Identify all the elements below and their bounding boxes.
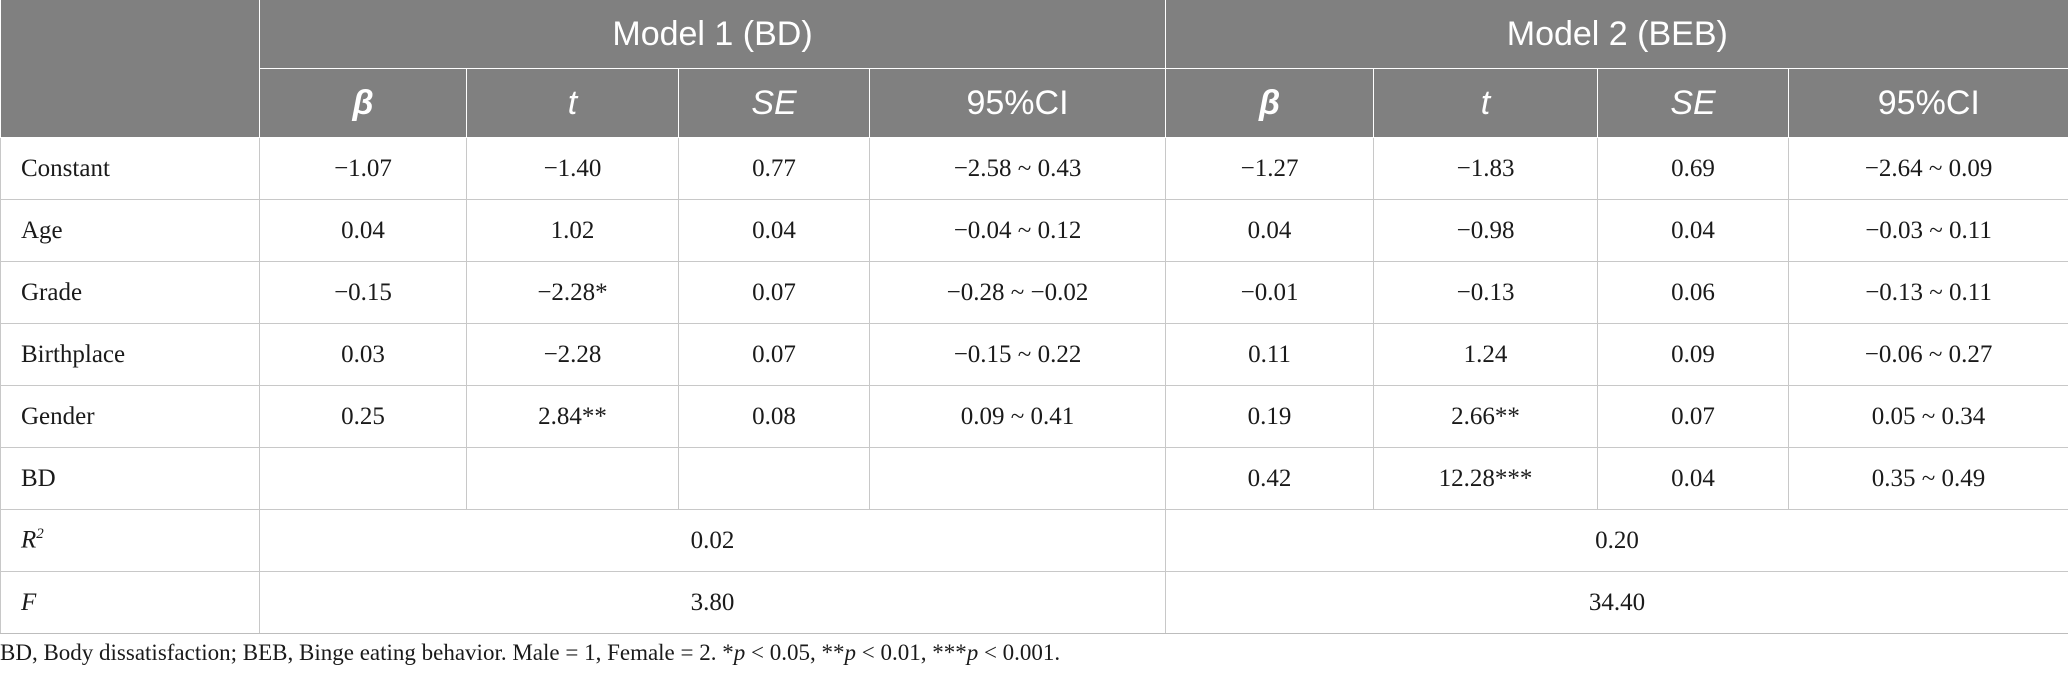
table-cell bbox=[466, 447, 679, 510]
table-cell: 0.11 bbox=[1165, 323, 1375, 386]
table-cell: 0.04 bbox=[259, 199, 467, 262]
table-cell: −0.15 ~ 0.22 bbox=[868, 323, 1167, 386]
table-cell: −1.40 bbox=[466, 137, 679, 200]
table-cell: 0.69 bbox=[1597, 137, 1790, 200]
col-header-ci: 95%CI bbox=[1788, 68, 2068, 138]
table-cell: 0.07 bbox=[678, 261, 870, 324]
table-cell: −1.83 bbox=[1373, 137, 1599, 200]
table-cell: 2.84** bbox=[466, 385, 679, 448]
table-cell bbox=[868, 447, 1167, 510]
table-cell: −0.03 ~ 0.11 bbox=[1788, 199, 2068, 262]
table-cell: 2.66** bbox=[1373, 385, 1599, 448]
table-cell: 0.03 bbox=[259, 323, 467, 386]
table-cell: 0.04 bbox=[678, 199, 870, 262]
table-cell: 12.28*** bbox=[1373, 447, 1599, 510]
col-header-se: SE bbox=[1597, 68, 1790, 138]
summary-row-r2: R2 0.02 0.20 bbox=[0, 509, 2068, 572]
row-label-f: F bbox=[0, 571, 260, 634]
empty-corner-cell bbox=[0, 0, 260, 138]
table-cell: −0.13 ~ 0.11 bbox=[1788, 261, 2068, 324]
table-cell: 0.04 bbox=[1597, 447, 1790, 510]
table-cell: −1.27 bbox=[1165, 137, 1375, 200]
regression-table-container: Model 1 (BD) Model 2 (BEB) β t SE 95%CI … bbox=[0, 0, 2068, 634]
f-model2-value: 34.40 bbox=[1165, 571, 2068, 634]
table-cell: −1.07 bbox=[259, 137, 467, 200]
regression-table: Model 1 (BD) Model 2 (BEB) β t SE 95%CI … bbox=[0, 0, 2068, 634]
table-footnote: BD, Body dissatisfaction; BEB, Binge eat… bbox=[0, 640, 1061, 665]
row-label: Gender bbox=[0, 385, 260, 448]
table-cell: 0.07 bbox=[1597, 385, 1790, 448]
col-header-beta: β bbox=[259, 68, 467, 138]
col-header-beta: β bbox=[1165, 68, 1375, 138]
table-cell: −0.15 bbox=[259, 261, 467, 324]
table-cell: 0.09 ~ 0.41 bbox=[868, 385, 1167, 448]
table-row: Age 0.04 1.02 0.04 −0.04 ~ 0.12 0.04 −0.… bbox=[0, 199, 2068, 262]
table-cell: 0.07 bbox=[678, 323, 870, 386]
table-cell: 0.04 bbox=[1597, 199, 1790, 262]
column-header-row: β t SE 95%CI β t SE 95%CI bbox=[1, 68, 2068, 138]
model1-header: Model 1 (BD) bbox=[258, 0, 1167, 69]
table-cell: 0.04 bbox=[1165, 199, 1375, 262]
table-row: Grade −0.15 −2.28* 0.07 −0.28 ~ −0.02 −0… bbox=[0, 261, 2068, 324]
row-label: Age bbox=[0, 199, 260, 262]
col-header-ci: 95%CI bbox=[868, 68, 1167, 138]
row-label: Constant bbox=[0, 137, 260, 200]
col-header-se: SE bbox=[678, 68, 870, 138]
r2-model1-value: 0.02 bbox=[258, 509, 1167, 572]
table-cell: −2.28* bbox=[466, 261, 679, 324]
table-cell: −0.06 ~ 0.27 bbox=[1788, 323, 2068, 386]
group-header-row: Model 1 (BD) Model 2 (BEB) bbox=[0, 0, 2068, 138]
table-cell: 0.77 bbox=[678, 137, 870, 200]
table-cell bbox=[678, 447, 870, 510]
f-model1-value: 3.80 bbox=[258, 571, 1167, 634]
row-label: BD bbox=[0, 447, 260, 510]
table-cell: 0.08 bbox=[678, 385, 870, 448]
table-cell: 0.19 bbox=[1165, 385, 1375, 448]
table-cell: −0.01 bbox=[1165, 261, 1375, 324]
table-cell: 0.06 bbox=[1597, 261, 1790, 324]
table-cell: 0.25 bbox=[259, 385, 467, 448]
table-cell bbox=[259, 447, 467, 510]
row-label-r2: R2 bbox=[0, 509, 260, 572]
table-row: BD 0.42 12.28*** 0.04 0.35 ~ 0.49 bbox=[0, 447, 2068, 510]
col-header-t: t bbox=[466, 68, 679, 138]
col-header-t: t bbox=[1373, 68, 1599, 138]
table-cell: −2.58 ~ 0.43 bbox=[868, 137, 1167, 200]
table-cell: −0.28 ~ −0.02 bbox=[868, 261, 1167, 324]
summary-row-f: F 3.80 34.40 bbox=[0, 571, 2068, 634]
r2-model2-value: 0.20 bbox=[1165, 509, 2068, 572]
table-cell: −0.98 bbox=[1373, 199, 1599, 262]
table-row: Birthplace 0.03 −2.28 0.07 −0.15 ~ 0.22 … bbox=[0, 323, 2068, 386]
row-label: Birthplace bbox=[0, 323, 260, 386]
table-cell: 0.05 ~ 0.34 bbox=[1788, 385, 2068, 448]
table-cell: −0.04 ~ 0.12 bbox=[868, 199, 1167, 262]
table-cell: −2.28 bbox=[466, 323, 679, 386]
table-cell: 0.09 bbox=[1597, 323, 1790, 386]
table-row: Constant −1.07 −1.40 0.77 −2.58 ~ 0.43 −… bbox=[0, 137, 2068, 200]
table-cell: 0.42 bbox=[1165, 447, 1375, 510]
table-cell: 1.24 bbox=[1373, 323, 1599, 386]
model2-header: Model 2 (BEB) bbox=[1165, 0, 2068, 69]
table-row: Gender 0.25 2.84** 0.08 0.09 ~ 0.41 0.19… bbox=[0, 385, 2068, 448]
table-cell: −0.13 bbox=[1373, 261, 1599, 324]
row-label: Grade bbox=[0, 261, 260, 324]
table-cell: −2.64 ~ 0.09 bbox=[1788, 137, 2068, 200]
table-cell: 0.35 ~ 0.49 bbox=[1788, 447, 2068, 510]
table-cell: 1.02 bbox=[466, 199, 679, 262]
